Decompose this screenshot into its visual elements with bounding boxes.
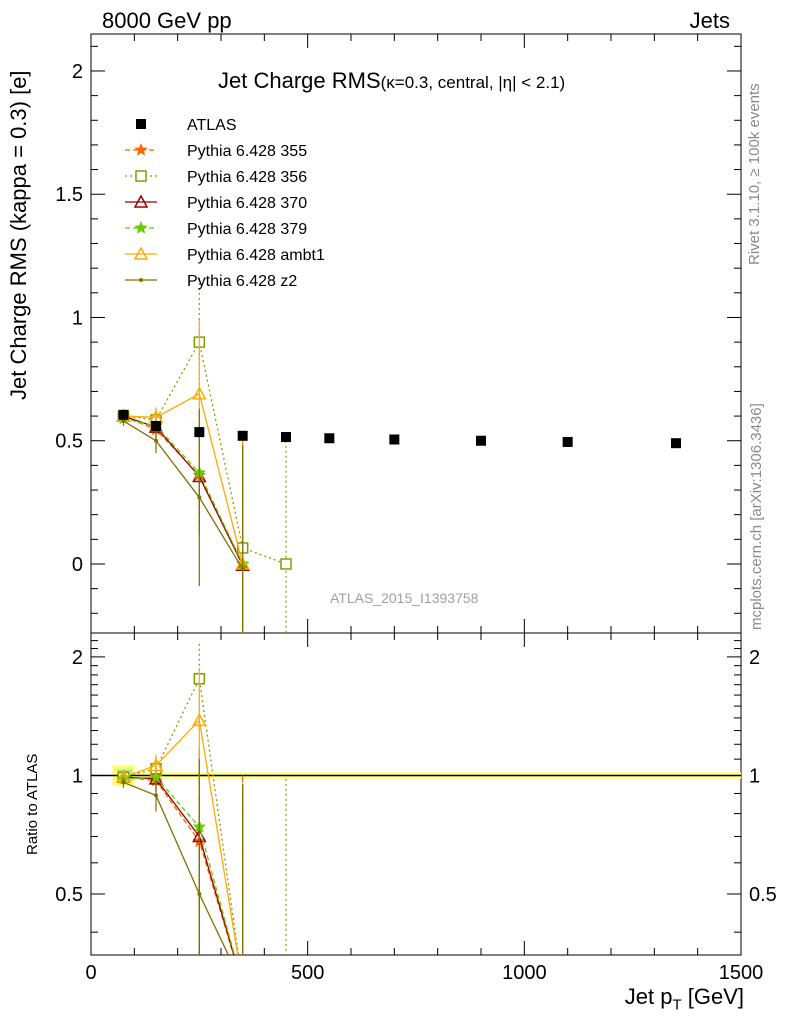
analysis-label: ATLAS_2015_I1393758 <box>330 590 479 606</box>
data-point <box>139 278 143 282</box>
series-ratio-line <box>123 718 239 955</box>
x-tick-label: 500 <box>291 962 324 984</box>
atlas-data-group <box>118 409 681 449</box>
series-line <box>123 415 244 565</box>
data-point <box>136 119 146 129</box>
mcplots-label: mcplots.cern.ch [arXiv:1306.3436] <box>748 403 765 630</box>
x-tick-label: 0 <box>85 962 96 984</box>
series-line <box>123 340 287 565</box>
series-main <box>121 408 245 633</box>
data-point <box>197 891 202 896</box>
x-axis-label-unit: [GeV] <box>687 984 744 1009</box>
data-point <box>562 436 573 447</box>
data-point <box>134 220 148 234</box>
data-point <box>154 438 158 443</box>
data-point <box>135 170 147 182</box>
y-tick-label: 1.5 <box>55 184 83 206</box>
ratio-tick-label-right: 0.5 <box>749 884 777 906</box>
data-point <box>389 434 400 445</box>
data-point <box>133 194 149 208</box>
series-main <box>117 278 292 633</box>
legend-label: Pythia 6.428 370 <box>187 195 307 212</box>
data-point <box>121 780 126 785</box>
data-point <box>324 433 335 444</box>
ratio-band-group <box>91 765 741 787</box>
legend-label: Pythia 6.428 z2 <box>187 273 297 290</box>
legend-label: Pythia 6.428 ambt1 <box>187 247 325 264</box>
series-main <box>116 411 250 633</box>
legend-label: Pythia 6.428 355 <box>187 143 307 160</box>
ratio-tick-label-right: 1 <box>749 765 760 787</box>
ratio-tick-label: 1 <box>72 765 83 787</box>
series-line <box>123 420 244 570</box>
series-ratio <box>121 759 244 955</box>
chart-title: Jet Charge RMS(κ=0.3, central, |η| < 2.1… <box>218 68 565 94</box>
y-tick-label: 0.5 <box>55 431 83 453</box>
data-point <box>281 432 291 443</box>
rivet-label: Rivet 3.1.10, ≥ 100k events <box>746 83 763 265</box>
x-axis-label: Jet pT [GeV] <box>625 984 744 1013</box>
ratio-axis-label: Ratio to ATLAS <box>24 753 41 855</box>
series-ratio-line <box>123 781 230 955</box>
y-tick-label: 2 <box>72 61 83 83</box>
series-main <box>116 408 250 633</box>
series-line <box>123 392 244 565</box>
series-line <box>123 415 244 566</box>
chart-title-main: Jet Charge RMS <box>218 68 381 93</box>
data-point <box>671 438 681 449</box>
data-point <box>121 419 126 424</box>
data-point <box>476 435 486 446</box>
series-ratio-line <box>123 776 236 955</box>
series-ratio-line <box>123 776 235 955</box>
ratio-tick-label: 0.5 <box>55 884 83 906</box>
data-point <box>240 566 245 571</box>
process-label: Jets <box>689 8 730 33</box>
data-point <box>118 409 129 420</box>
series-ratio <box>116 747 244 955</box>
x-axis-label-sub: T <box>672 996 682 1014</box>
data-point <box>192 712 207 727</box>
y-axis-label: Jet Charge RMS (kappa = 0.3) [e] <box>6 70 31 400</box>
y-tick-label: 1 <box>72 307 83 329</box>
series-ratio <box>116 667 244 955</box>
energy-label: 8000 GeV pp <box>102 8 232 33</box>
data-point <box>134 142 148 156</box>
data-point <box>154 793 158 798</box>
series-ratio <box>116 745 244 955</box>
series-main <box>116 319 250 633</box>
data-point <box>237 430 248 441</box>
data-point <box>280 558 292 570</box>
chart-title-detail: (κ=0.3, central, |η| < 2.1) <box>380 73 566 92</box>
ratio-frame <box>90 632 742 956</box>
legend-label: ATLAS <box>187 117 237 134</box>
data-point <box>197 495 202 500</box>
y-tick-label: 0 <box>72 554 83 576</box>
data-point <box>192 386 207 400</box>
x-axis-label-main: Jet p <box>624 984 673 1009</box>
data-point <box>151 420 161 431</box>
data-point <box>194 427 205 438</box>
ratio-tick-label-right: 2 <box>749 647 760 669</box>
series-main <box>116 408 250 633</box>
legend-label: Pythia 6.428 356 <box>187 169 307 186</box>
series-ratio <box>117 643 287 955</box>
series-line <box>123 417 244 565</box>
x-tick-label: 1000 <box>502 962 547 984</box>
data-point <box>148 757 164 772</box>
legend-label: Pythia 6.428 379 <box>187 221 307 238</box>
x-tick-label: 1500 <box>719 962 764 984</box>
ratio-tick-label: 2 <box>72 647 83 669</box>
data-point <box>133 246 149 260</box>
